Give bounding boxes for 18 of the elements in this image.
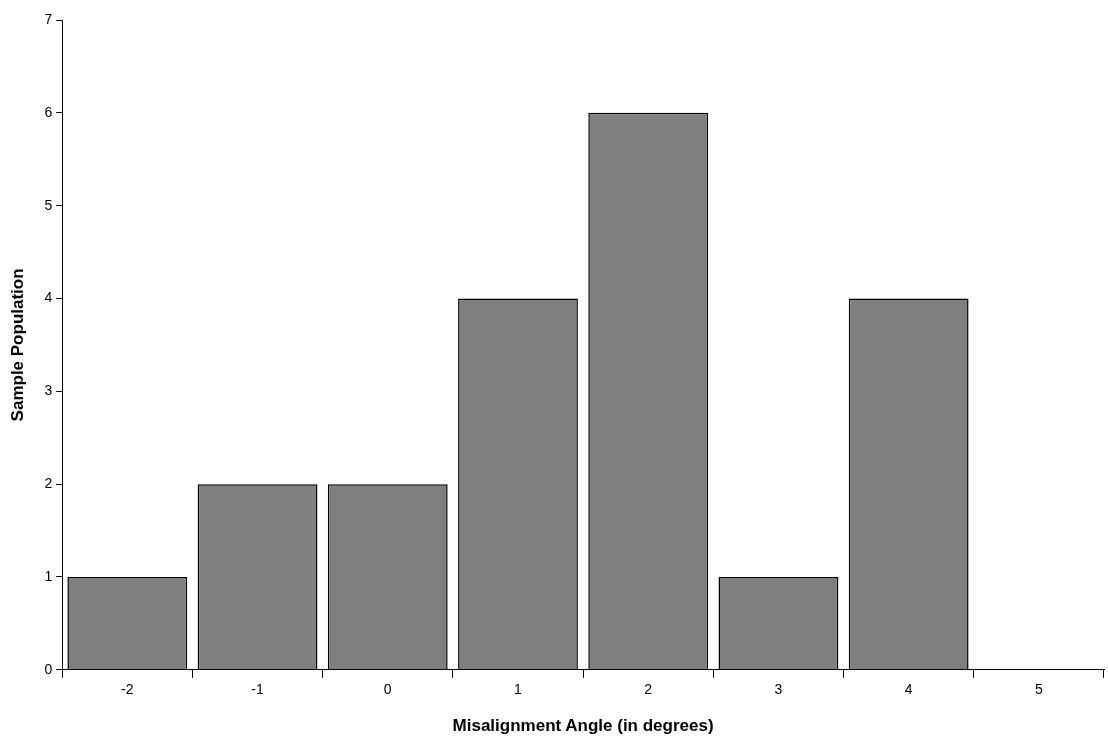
y-axis-title: Sample Population [7,268,27,422]
x-axis-title: Misalignment Angle (in degrees) [452,716,714,736]
x-tick-label: 2 [644,681,653,698]
y-tick-label: 5 [44,196,53,213]
x-tick-label: -1 [251,681,264,698]
x-tick-label: 0 [383,681,392,698]
y-tick-label: 3 [44,382,53,399]
x-tick-label: 4 [904,681,913,698]
x-tick-label: 3 [774,681,783,698]
y-tick-label: 7 [44,10,53,27]
y-tick-label: 4 [44,289,53,306]
x-tick-label: 5 [1034,681,1043,698]
x-tick-label: 1 [514,681,523,698]
y-tick-label: 1 [44,567,53,584]
x-tick-label: -2 [121,681,134,698]
y-tick-label: 2 [44,475,53,491]
y-tick-label: 6 [44,103,53,120]
y-tick-label: 0 [44,660,53,677]
